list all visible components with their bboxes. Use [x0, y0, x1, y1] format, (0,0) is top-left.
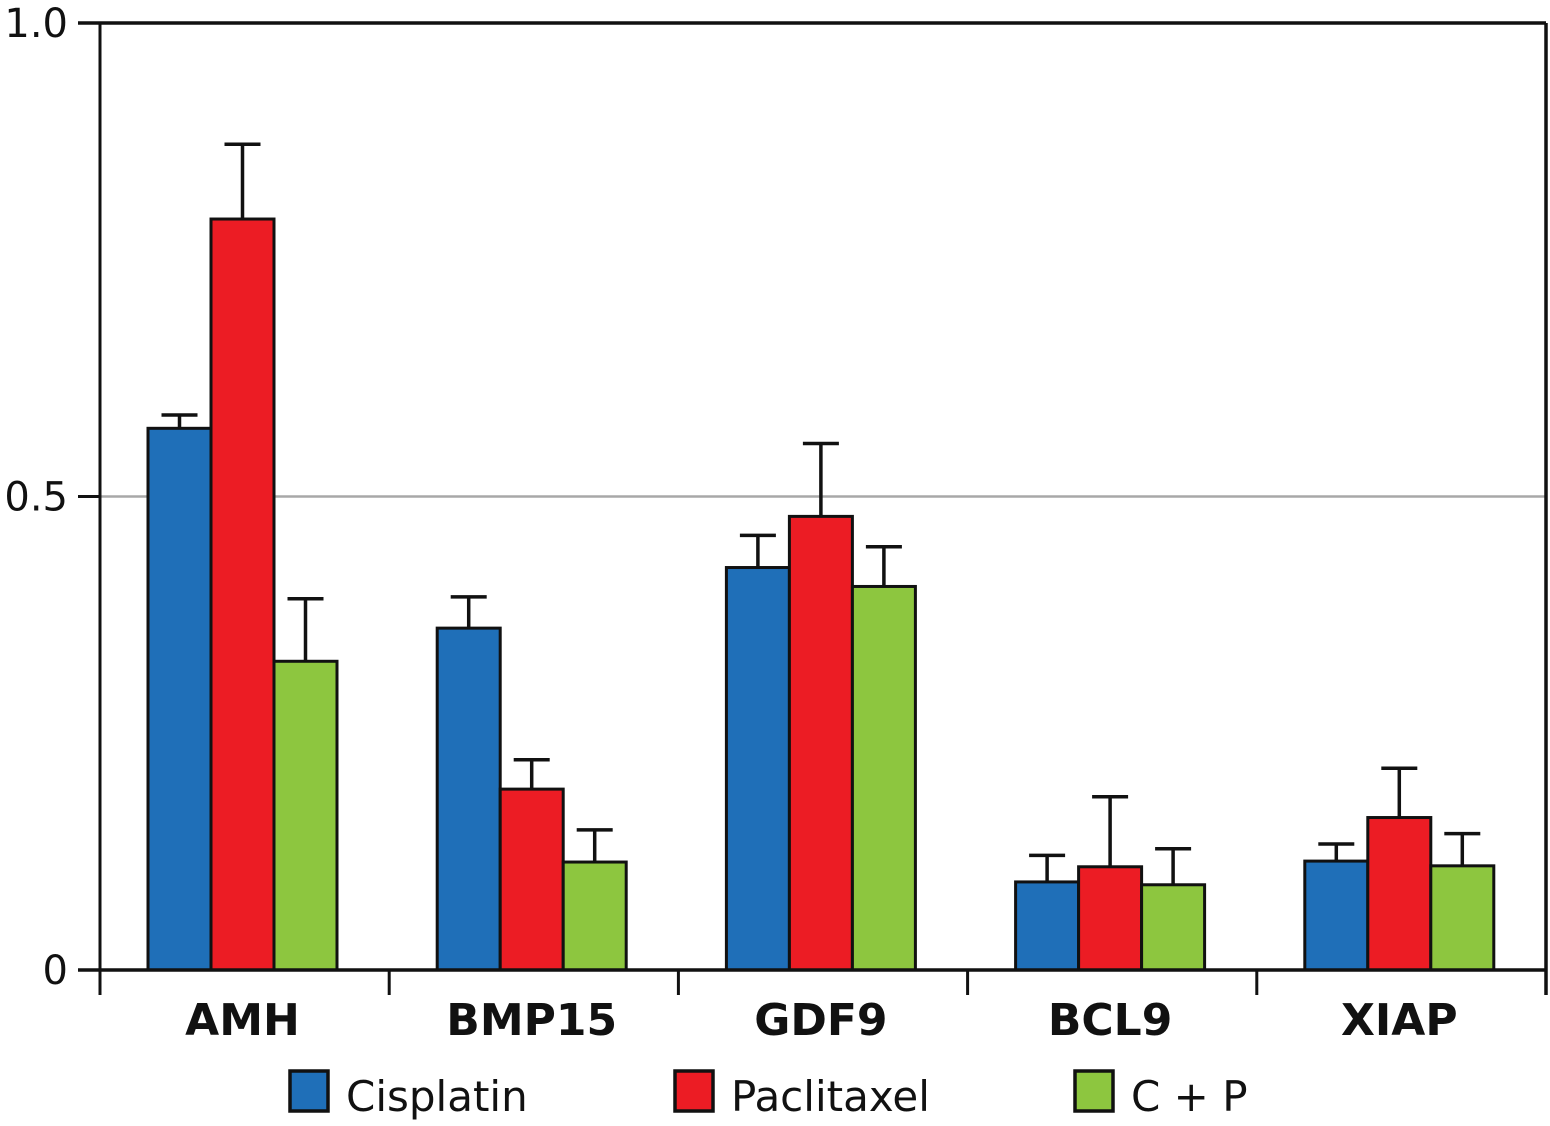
y-tick-label: 0.5 — [4, 475, 68, 521]
bar-xiap-cisplatin — [1303, 859, 1370, 972]
legend-item: C + P — [1073, 1069, 1248, 1121]
bar-gdf9-c-p — [850, 584, 917, 972]
x-category-label: XIAP — [1341, 995, 1458, 1046]
bar-gdf9-cisplatin — [724, 566, 791, 972]
bar-bmp15-cisplatin — [435, 626, 502, 972]
bar-xiap-paclitaxel — [1366, 816, 1433, 972]
legend: Cisplatin Paclitaxel C + P — [288, 1069, 1248, 1121]
bar-amh-c-p — [272, 659, 339, 972]
axes — [78, 21, 1548, 995]
x-axis-labels: AMH BMP15 GDF9 BCL9 XIAP — [185, 995, 1457, 1046]
bar-gdf9-paclitaxel — [787, 514, 854, 972]
y-tick-label: 1.0 — [4, 1, 68, 47]
legend-swatch — [673, 1069, 715, 1113]
x-category-label: BCL9 — [1048, 995, 1172, 1046]
bar-bmp15-paclitaxel — [498, 787, 565, 972]
legend-item: Paclitaxel — [673, 1069, 930, 1121]
bar-xiap-c-p — [1429, 864, 1496, 972]
bar-amh-cisplatin — [146, 426, 213, 972]
legend-label: Cisplatin — [346, 1072, 528, 1121]
x-category-label: GDF9 — [754, 995, 887, 1046]
bar-bcl9-c-p — [1140, 883, 1207, 972]
legend-label: Paclitaxel — [731, 1072, 930, 1121]
legend-swatch — [288, 1069, 330, 1113]
bar-amh-paclitaxel — [209, 217, 276, 972]
legend-item: Cisplatin — [288, 1069, 528, 1121]
legend-label: C + P — [1131, 1072, 1248, 1121]
x-category-label: BMP15 — [446, 995, 617, 1046]
legend-swatch — [1073, 1069, 1115, 1113]
x-category-label: AMH — [185, 995, 300, 1046]
bars — [146, 217, 1496, 972]
bar-bmp15-c-p — [561, 860, 628, 972]
bar-bcl9-paclitaxel — [1077, 865, 1144, 972]
y-axis-ticks: 0 0.5 1.0 — [4, 1, 100, 994]
bar-bcl9-cisplatin — [1014, 880, 1081, 972]
y-tick-label: 0 — [43, 948, 68, 994]
error-bars — [161, 142, 1481, 885]
